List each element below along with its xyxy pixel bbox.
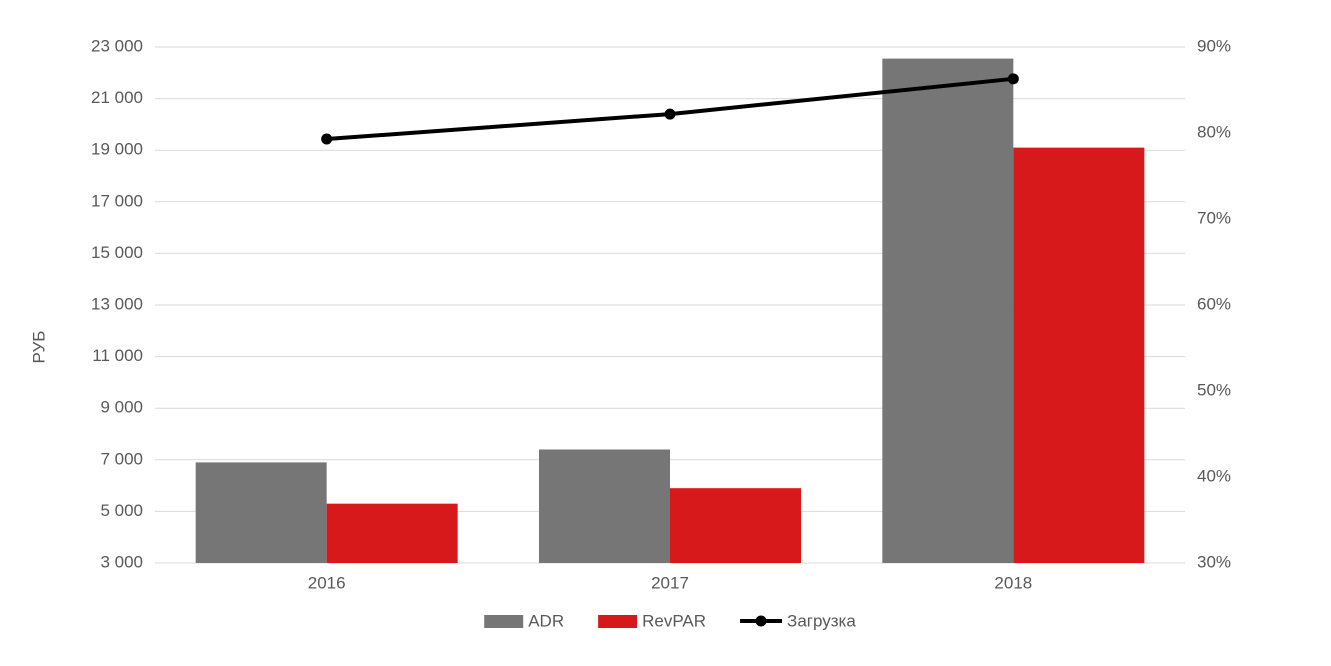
bar — [670, 488, 801, 563]
y2-tick-label: 90% — [1197, 36, 1231, 55]
legend-swatch — [484, 615, 524, 628]
bar — [326, 503, 458, 563]
y-tick-label: 23 000 — [91, 36, 143, 55]
y-axis-label: РУБ — [29, 331, 48, 364]
y2-tick-label: 70% — [1197, 208, 1231, 227]
x-tick-label: 2016 — [308, 573, 346, 592]
bar — [1013, 147, 1145, 563]
y-tick-label: 3 000 — [100, 552, 143, 571]
legend-label: ADR — [528, 611, 564, 630]
legend-label: RevPAR — [642, 611, 706, 630]
y-tick-label: 7 000 — [100, 449, 143, 468]
y2-tick-label: 30% — [1197, 552, 1231, 571]
y-tick-label: 17 000 — [91, 191, 143, 210]
line-marker — [1007, 73, 1019, 85]
y2-tick-label: 80% — [1197, 122, 1231, 141]
y-tick-label: 19 000 — [91, 140, 143, 159]
bar — [195, 462, 327, 563]
y2-tick-label: 60% — [1197, 294, 1231, 313]
y2-tick-label: 40% — [1197, 466, 1231, 485]
y-tick-label: 21 000 — [91, 88, 143, 107]
line-marker — [664, 108, 676, 120]
bar — [539, 449, 670, 563]
y-tick-label: 13 000 — [91, 294, 143, 313]
line-marker — [321, 133, 333, 145]
y-tick-label: 5 000 — [100, 501, 143, 520]
x-tick-label: 2018 — [994, 573, 1032, 592]
x-tick-label: 2017 — [651, 573, 689, 592]
legend-swatch — [598, 615, 638, 628]
legend-marker — [755, 615, 767, 627]
y2-tick-label: 50% — [1197, 380, 1231, 399]
y-tick-label: 9 000 — [100, 398, 143, 417]
bar — [882, 58, 1014, 564]
legend-label: Загрузка — [787, 611, 856, 630]
y-tick-label: 11 000 — [92, 346, 143, 365]
y-tick-label: 15 000 — [91, 243, 143, 262]
